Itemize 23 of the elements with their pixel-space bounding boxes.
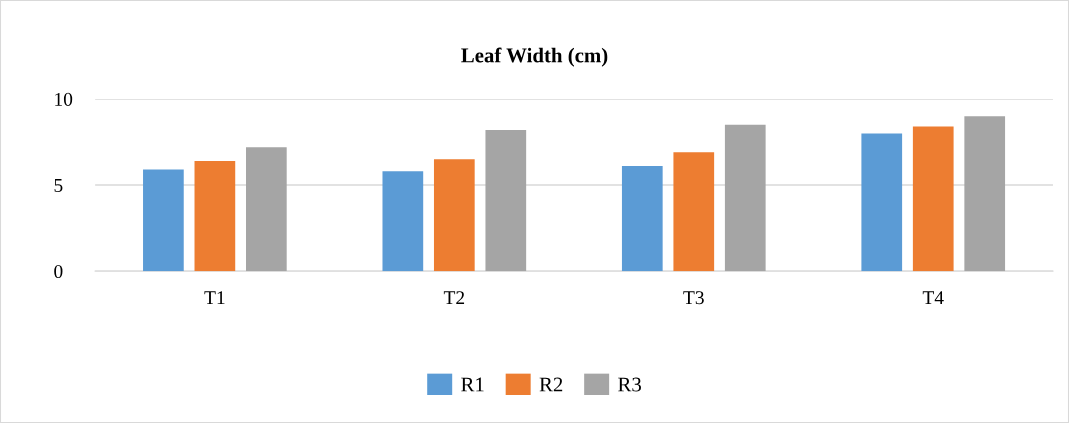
bar [485,129,527,272]
bar [861,133,903,272]
bar [194,160,236,272]
bar [382,171,424,272]
legend-label: R3 [618,377,641,392]
bar [246,147,287,272]
y-tick-label: 10 [55,92,73,106]
bar [143,169,184,272]
legend-label: R1 [461,377,484,392]
bar [912,126,954,272]
x-tick-label: T1 [204,291,225,305]
chart-title: Leaf Width (cm) [461,47,608,67]
x-tick-label: T2 [443,291,465,305]
bar [724,124,766,272]
bar [964,116,1006,272]
bar [673,152,715,272]
x-tick-label: T3 [683,291,704,305]
y-tick-label: 5 [54,179,63,192]
legend-label: R2 [539,377,563,392]
bar [433,159,475,272]
x-tick-label: T4 [922,291,944,305]
y-tick-label: 0 [54,264,63,279]
bar [621,166,663,272]
